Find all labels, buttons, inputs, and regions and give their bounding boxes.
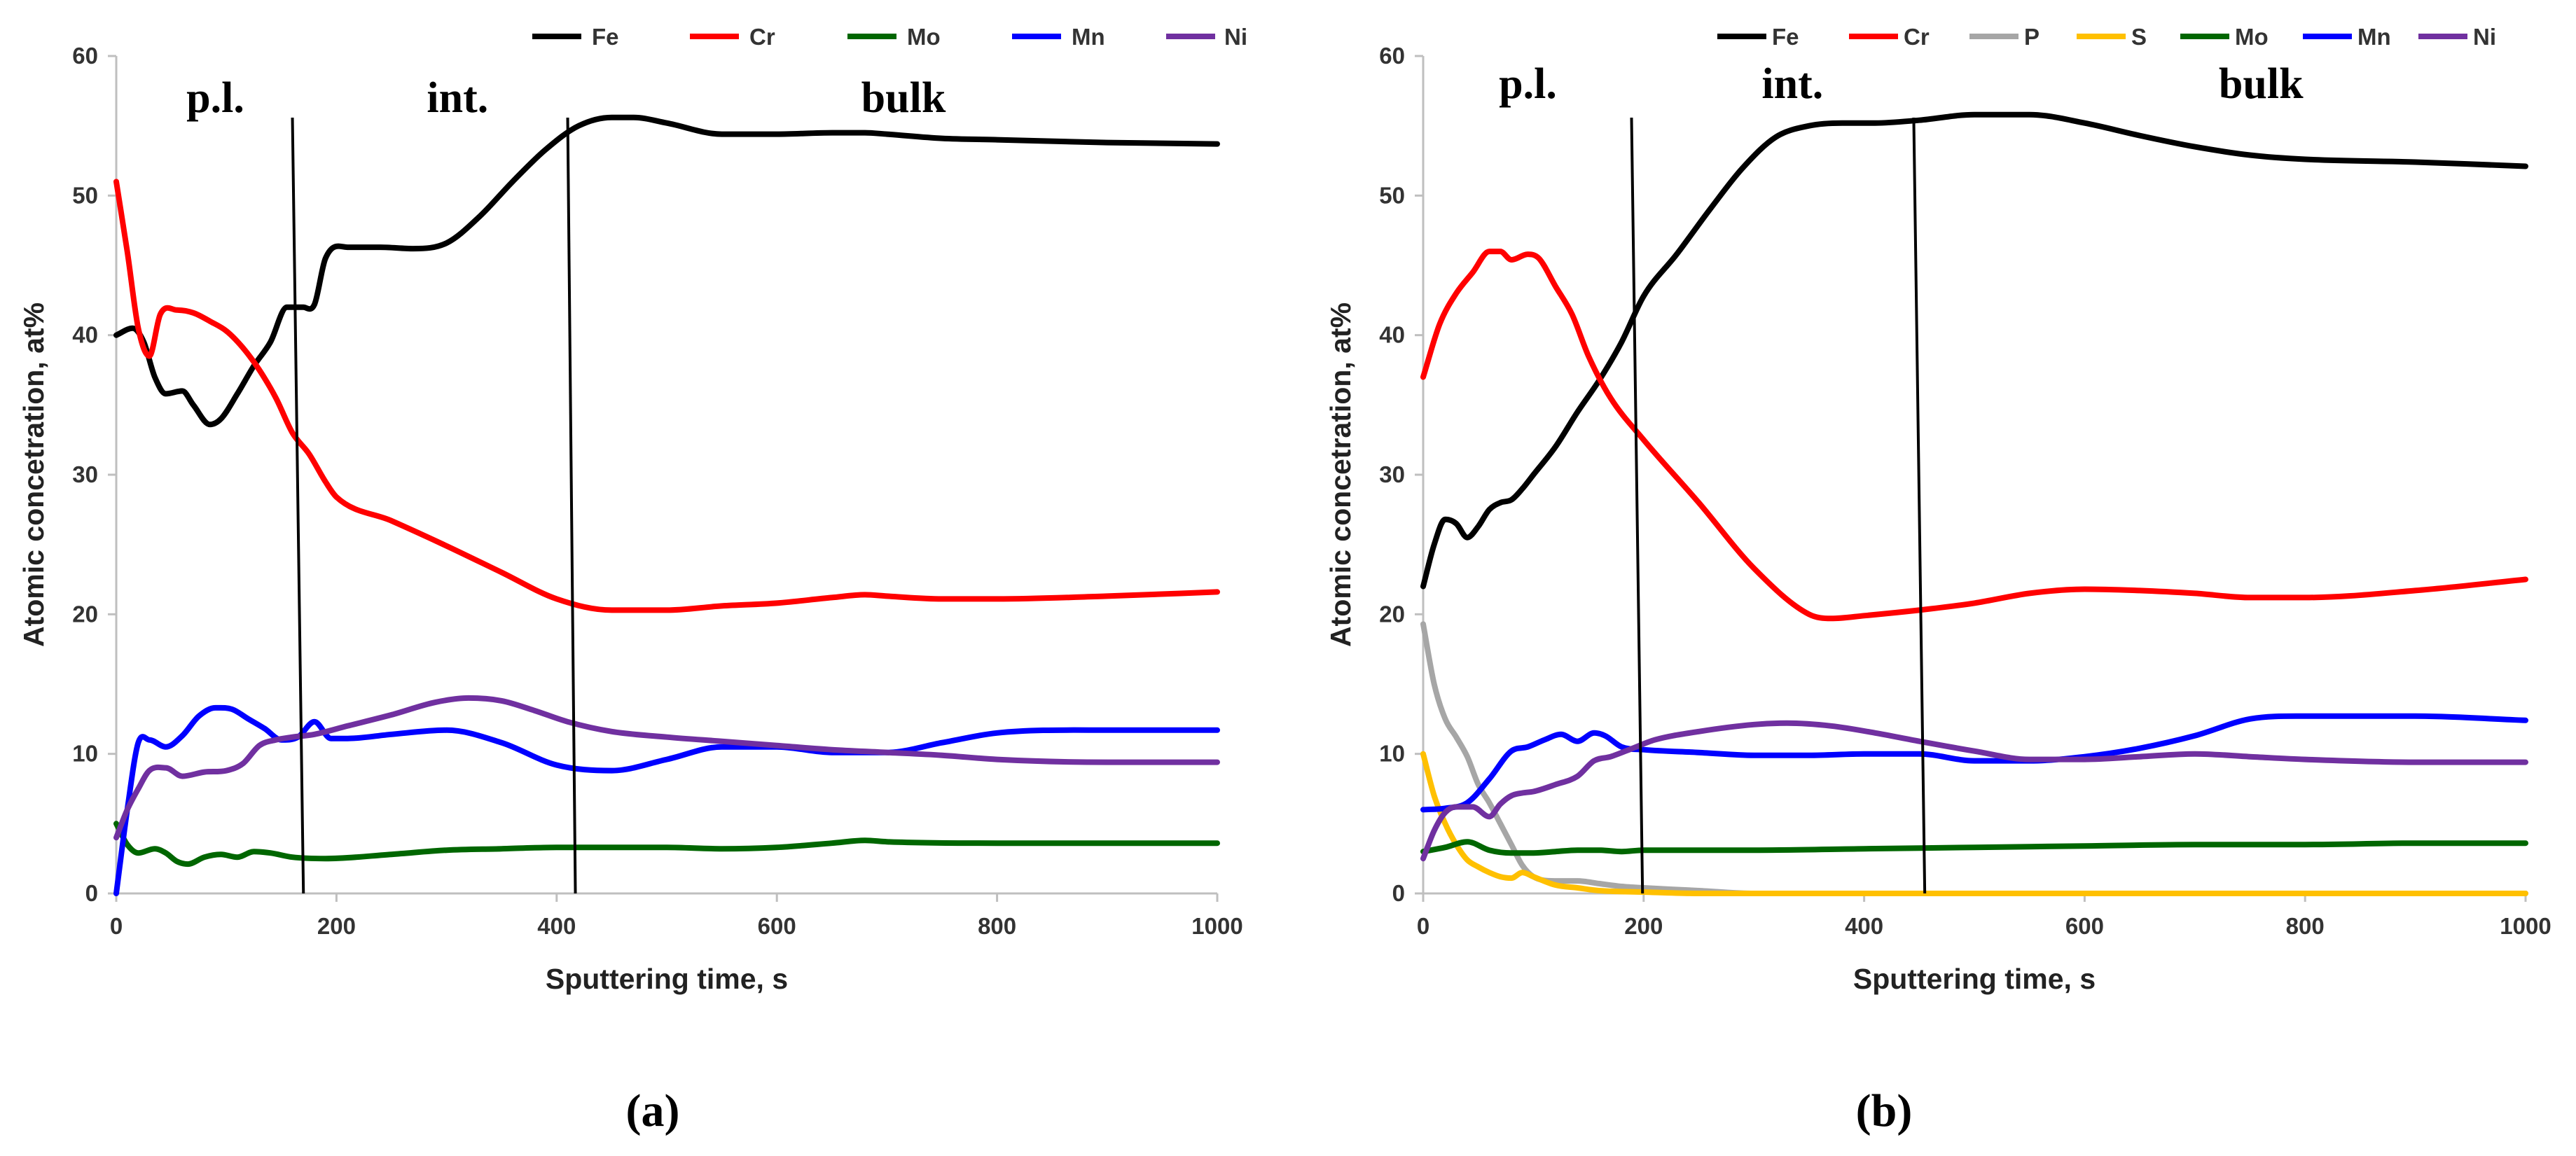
region-label: int. <box>1761 60 1823 108</box>
legend-label: Mo <box>2235 24 2269 50</box>
legend-label: S <box>2131 24 2147 50</box>
region-label: bulk <box>861 74 946 122</box>
region-label: int. <box>427 74 488 122</box>
panel-label-a: (a) <box>626 1085 680 1136</box>
series-line-mn <box>1420 713 2528 813</box>
y-tick-label: 0 <box>85 880 98 906</box>
x-tick-label: 400 <box>537 913 576 939</box>
y-tick-label: 40 <box>1379 322 1405 348</box>
legend-item-ni: Ni <box>2418 24 2496 50</box>
legend-item-mn: Mn <box>1012 24 1105 50</box>
region-divider <box>1630 117 1644 894</box>
x-tick-label: 400 <box>1845 913 1883 939</box>
legend-item-p: P <box>1969 24 2040 50</box>
series-line-s <box>1420 751 2528 897</box>
series-line-cr <box>1420 249 2528 622</box>
legend-item-mo: Mo <box>2180 24 2269 50</box>
series-line-fe <box>113 114 1220 428</box>
x-tick-label: 600 <box>758 913 796 939</box>
y-tick-label: 0 <box>1392 880 1405 906</box>
y-tick-label: 50 <box>72 182 98 208</box>
x-tick-label: 1000 <box>1191 913 1242 939</box>
legend-item-fe: Fe <box>1717 24 1799 50</box>
y-tick-label: 60 <box>1379 43 1405 69</box>
region-label: bulk <box>2219 60 2304 108</box>
series-line-mo <box>113 821 1220 868</box>
legend-label: P <box>2024 24 2040 50</box>
x-axis-title: Sputtering time, s <box>546 963 788 995</box>
legend-label: Mn <box>2357 24 2391 50</box>
x-axis-title: Sputtering time, s <box>1853 963 2096 995</box>
series-line-ni <box>1420 720 2528 862</box>
y-tick-label: 10 <box>72 741 98 767</box>
y-axis-title: Atomic concetration, at% <box>18 302 50 647</box>
legend-item-s: S <box>2077 24 2147 50</box>
y-tick-label: 60 <box>72 43 98 69</box>
x-tick-label: 200 <box>317 913 356 939</box>
legend-item-cr: Cr <box>690 24 775 50</box>
y-axis-title: Atomic concetration, at% <box>1324 302 1357 647</box>
legend-item-fe: Fe <box>532 24 619 50</box>
x-tick-label: 600 <box>2065 913 2104 939</box>
series-line-mo <box>1420 839 2528 856</box>
legend-label: Ni <box>1224 24 1247 50</box>
region-divider <box>566 117 577 894</box>
region-divider <box>291 117 305 894</box>
legend-item-ni: Ni <box>1166 24 1247 50</box>
legend-item-mo: Mo <box>847 24 941 50</box>
region-label: p.l. <box>186 74 244 122</box>
region-label: p.l. <box>1499 60 1557 108</box>
legend-item-cr: Cr <box>1849 24 1930 50</box>
y-tick-label: 40 <box>72 322 98 348</box>
legend-label: Cr <box>1904 24 1930 50</box>
legend-item-mn: Mn <box>2303 24 2391 50</box>
x-tick-label: 0 <box>1417 913 1429 939</box>
y-tick-label: 30 <box>72 461 98 487</box>
series-line-fe <box>1420 111 2528 590</box>
y-tick-label: 30 <box>1379 461 1405 487</box>
series-line-ni <box>113 695 1220 841</box>
panel-label-b: (b) <box>1856 1085 1913 1136</box>
x-tick-label: 800 <box>2286 913 2325 939</box>
series-line-cr <box>113 179 1220 613</box>
y-tick-label: 20 <box>72 601 98 627</box>
y-tick-label: 50 <box>1379 182 1405 208</box>
x-tick-label: 200 <box>1624 913 1663 939</box>
legend-label: Mo <box>907 24 941 50</box>
x-tick-label: 0 <box>110 913 123 939</box>
legend-label: Cr <box>749 24 775 50</box>
legend-label: Ni <box>2473 24 2496 50</box>
x-tick-label: 1000 <box>2500 913 2551 939</box>
y-tick-label: 10 <box>1379 741 1405 767</box>
legend-label: Fe <box>1772 24 1799 50</box>
x-tick-label: 800 <box>978 913 1016 939</box>
legend-label: Fe <box>592 24 619 50</box>
legend-label: Mn <box>1072 24 1105 50</box>
region-divider <box>1912 117 1927 894</box>
y-tick-label: 20 <box>1379 601 1405 627</box>
